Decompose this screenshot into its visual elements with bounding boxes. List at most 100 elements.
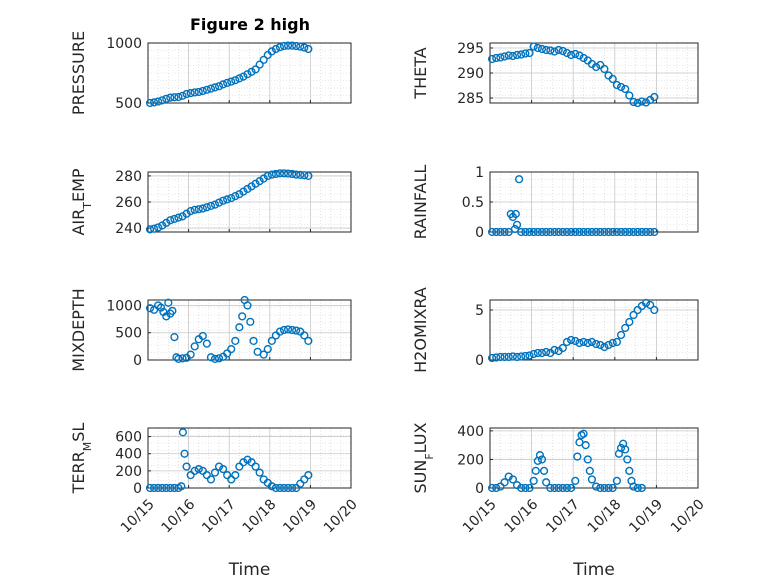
data-point: [231, 192, 240, 201]
data-point: [174, 354, 183, 364]
y-tick-label: 290: [457, 66, 484, 82]
x-tick-label: 10/15: [118, 496, 158, 536]
data-point: [186, 350, 195, 359]
series-markers: [487, 429, 646, 493]
figure-title: Figure 2 high: [190, 15, 310, 34]
data-point: [637, 227, 646, 237]
subplot-pressure: 500 1000 PRESSURE: [69, 31, 352, 115]
data-point: [223, 471, 232, 480]
data-point: [508, 352, 517, 361]
data-point: [182, 209, 191, 218]
x-tick-label: 10/19: [280, 496, 320, 536]
data-point: [275, 169, 285, 178]
y-tick-label: 1000: [106, 298, 142, 314]
data-point: [558, 46, 567, 56]
data-point: [219, 465, 228, 474]
data-point: [537, 44, 547, 54]
data-point: [512, 220, 522, 229]
data-point: [283, 41, 293, 50]
data-point: [170, 93, 179, 102]
data-point: [170, 332, 179, 342]
x-tick-label: 10/17: [199, 496, 239, 536]
data-point: [625, 317, 634, 327]
data-point: [210, 83, 220, 92]
y-tick-label: 0: [475, 353, 484, 369]
data-point: [529, 349, 538, 359]
data-point: [166, 483, 175, 493]
y-axis-label: MIXDEPTH: [69, 288, 88, 371]
data-point: [591, 62, 601, 72]
data-point: [600, 342, 609, 352]
data-point: [487, 227, 497, 237]
data-point: [174, 213, 183, 222]
data-point: [562, 227, 572, 237]
data-point: [271, 169, 280, 179]
data-point: [288, 169, 297, 179]
data-point: [190, 88, 199, 97]
data-point: [550, 47, 559, 56]
y-tick-label: 500: [115, 326, 142, 342]
data-point: [275, 327, 285, 336]
data-point: [210, 354, 220, 364]
data-point: [629, 227, 638, 237]
data-point: [539, 466, 549, 475]
data-point: [492, 483, 501, 493]
data-point: [604, 483, 613, 493]
data-point: [625, 466, 634, 475]
data-point: [571, 49, 580, 59]
y-tick-label: 400: [457, 424, 484, 440]
subplot-rainfall: 0 0.5 1 RAINFALL: [411, 165, 699, 241]
y-tick-label: 1: [475, 165, 484, 181]
x-tick-label: 10/20: [668, 496, 708, 536]
data-point: [587, 227, 597, 237]
y-tick-label: 500: [115, 96, 142, 112]
y-axis-label: RAINFALL: [411, 165, 430, 240]
data-point: [537, 348, 547, 358]
data-point: [210, 468, 220, 477]
data-point: [500, 52, 509, 61]
data-point: [202, 471, 211, 480]
x-tick-label: 10/19: [626, 496, 666, 536]
data-point: [145, 225, 155, 234]
x-tick-label: 10/16: [502, 496, 542, 536]
data-point: [247, 67, 256, 76]
y-axis-label: TERRMSL: [69, 423, 94, 495]
data-point: [194, 205, 203, 214]
data-point: [202, 339, 211, 348]
series-markers: [145, 41, 313, 108]
data-point: [621, 84, 630, 94]
data-point: [623, 455, 632, 464]
data-point: [542, 478, 551, 487]
data-point: [591, 339, 601, 349]
data-point: [629, 310, 638, 320]
data-point: [625, 91, 634, 100]
data-point: [500, 352, 509, 362]
y-tick-label: 295: [457, 41, 484, 57]
data-point: [300, 475, 309, 484]
data-point: [178, 212, 187, 221]
data-point: [182, 462, 191, 471]
y-tick-label: 0: [475, 225, 484, 241]
data-point: [508, 51, 517, 61]
data-point: [554, 483, 563, 493]
data-point: [255, 177, 264, 186]
data-point: [243, 70, 252, 79]
data-point: [571, 476, 580, 485]
data-point: [492, 353, 501, 362]
data-point: [612, 80, 621, 90]
axes-frame: [489, 299, 699, 361]
data-point: [525, 48, 534, 58]
subplot-theta: 285 290 295 THETA: [411, 41, 699, 108]
data-point: [608, 74, 617, 84]
data-point: [637, 97, 646, 106]
data-point: [591, 482, 601, 491]
data-point: [249, 336, 258, 346]
x-tick-label: 10/17: [543, 496, 583, 536]
data-point: [650, 227, 659, 237]
data-point: [202, 203, 211, 212]
data-point: [300, 331, 309, 340]
data-point: [300, 43, 309, 52]
axes-frame: [147, 299, 352, 361]
y-tick-label: 0: [133, 481, 142, 497]
data-point: [587, 337, 597, 347]
